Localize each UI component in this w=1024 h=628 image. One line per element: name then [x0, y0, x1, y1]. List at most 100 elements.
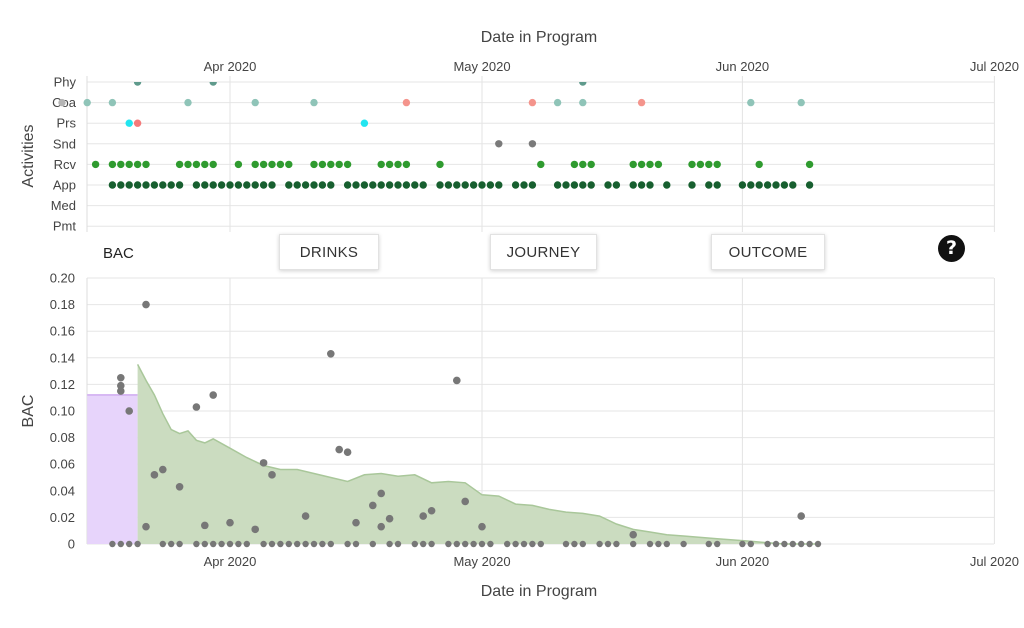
y-tick-label: Prs [57, 116, 77, 131]
bac-zero-point [159, 540, 166, 548]
activity-point-rcv [377, 160, 385, 169]
activity-point-rcv [394, 160, 402, 169]
bac-zero-point [310, 540, 318, 548]
x-tick-label: May 2020 [453, 59, 510, 74]
bac-zero-point [739, 540, 746, 548]
activity-point-app [192, 181, 201, 189]
bac-zero-point [462, 540, 469, 548]
activity-point-rcv [276, 160, 285, 169]
bac-reading-point [478, 522, 486, 531]
activity-point-rcv [696, 160, 705, 169]
activity-point-rcv [142, 160, 150, 169]
activity-point-rcv [209, 160, 217, 169]
activity-point-app [646, 181, 654, 189]
bac-zero-point [201, 540, 208, 548]
activity-point-app [587, 181, 595, 189]
bac-zero-point [268, 540, 276, 548]
y-tick-label: 0.20 [50, 271, 75, 286]
x-tick-label: May 2020 [453, 554, 510, 569]
bac-zero-point [487, 540, 494, 548]
activity-point-app [217, 181, 226, 189]
activity-point-rcv [688, 160, 696, 169]
activity-point-app [402, 181, 411, 189]
outcome-tab[interactable]: OUTCOME [711, 234, 825, 270]
bac-zero-point [764, 540, 771, 548]
activity-point-snd [528, 140, 537, 148]
top-chart-title: Date in Program [481, 29, 598, 46]
bac-zero-point [109, 540, 116, 548]
activity-point-rcv [259, 160, 268, 169]
activity-point-prs [125, 119, 133, 127]
y-tick-label: 0 [68, 537, 75, 552]
activity-point-rcv [91, 160, 100, 169]
bac-zero-point [369, 540, 376, 548]
bac-x-ticks: Apr 2020 May 2020 Jun 2020 Jul 2020 [204, 554, 1019, 569]
bac-zero-point [789, 540, 796, 548]
bac-zero-point [285, 540, 292, 548]
activity-point-app [663, 181, 671, 189]
activity-point-rcv [108, 160, 117, 169]
bac-zero-point [714, 540, 721, 548]
x-tick-label: Jun 2020 [716, 59, 770, 74]
activity-point-app [612, 181, 621, 189]
activity-point-coa [184, 98, 192, 107]
activity-point-app [436, 181, 444, 189]
activity-point-app [385, 181, 394, 189]
x-tick-label: Apr 2020 [204, 554, 257, 569]
bac-zero-point [193, 540, 200, 548]
activity-point-rcv [201, 160, 209, 169]
journey-tab[interactable]: JOURNEY [490, 234, 597, 270]
activity-point-app [360, 181, 369, 189]
y-tick-label: Phy [54, 75, 77, 90]
activity-point-app [293, 181, 301, 189]
activity-point-app [805, 181, 814, 189]
activity-point-rcv [234, 160, 243, 169]
bac-zero-point [327, 540, 334, 548]
activity-point-app [763, 181, 772, 189]
activity-point-app [268, 181, 276, 189]
activity-point-rcv [587, 160, 595, 169]
activity-point-app [444, 181, 453, 189]
drinks-tab[interactable]: DRINKS [279, 234, 379, 270]
activity-point-app [528, 181, 537, 189]
bac-zero-point [117, 540, 125, 548]
bac-zero-point [478, 540, 486, 548]
activity-point-app [570, 181, 579, 189]
bac-zero-point [814, 540, 822, 548]
y-tick-label: 0.06 [50, 457, 75, 472]
activity-point-app [772, 181, 780, 189]
bac-reading-point [629, 530, 637, 539]
y-tick-label: 0.02 [50, 510, 75, 525]
bac-zero-point [235, 540, 242, 548]
activity-points [58, 82, 814, 189]
activity-point-app [167, 181, 175, 189]
bac-reading-point [251, 525, 259, 534]
activity-point-app [553, 181, 562, 189]
activity-point-rcv [335, 160, 343, 169]
activity-point-coa [797, 98, 805, 107]
activity-point-app [486, 181, 495, 189]
bac-reading-point [259, 459, 268, 467]
activity-point-app [377, 181, 385, 189]
top-x-ticks: Apr 2020 May 2020 Jun 2020 Jul 2020 [204, 59, 1019, 74]
activity-point-app [150, 181, 159, 189]
activity-point-phy [579, 82, 587, 86]
activity-point-app [369, 181, 377, 189]
activity-point-rcv [327, 160, 335, 169]
bac-reading-point [117, 373, 125, 382]
bac-reading-point [301, 512, 310, 520]
activity-point-app [259, 181, 268, 189]
y-tick-label: 0.18 [50, 297, 75, 312]
activity-point-app [133, 181, 142, 189]
bac-y-ticks: 0.20 0.18 0.16 0.14 0.12 0.10 0.08 0.06 0.04 0.02… [50, 271, 75, 552]
activity-point-rcv [713, 160, 721, 169]
question-circle-icon[interactable]: ? [938, 235, 965, 262]
bac-zero-point [504, 540, 511, 548]
y-tick-label: Snd [53, 136, 76, 151]
bac-reading-point [150, 471, 159, 479]
bac-y-label: BAC [20, 395, 37, 428]
bac-reading-point [159, 465, 167, 474]
bac-reading-point [352, 518, 360, 527]
activity-point-phy [133, 82, 142, 86]
bac-zero-point [134, 540, 141, 548]
